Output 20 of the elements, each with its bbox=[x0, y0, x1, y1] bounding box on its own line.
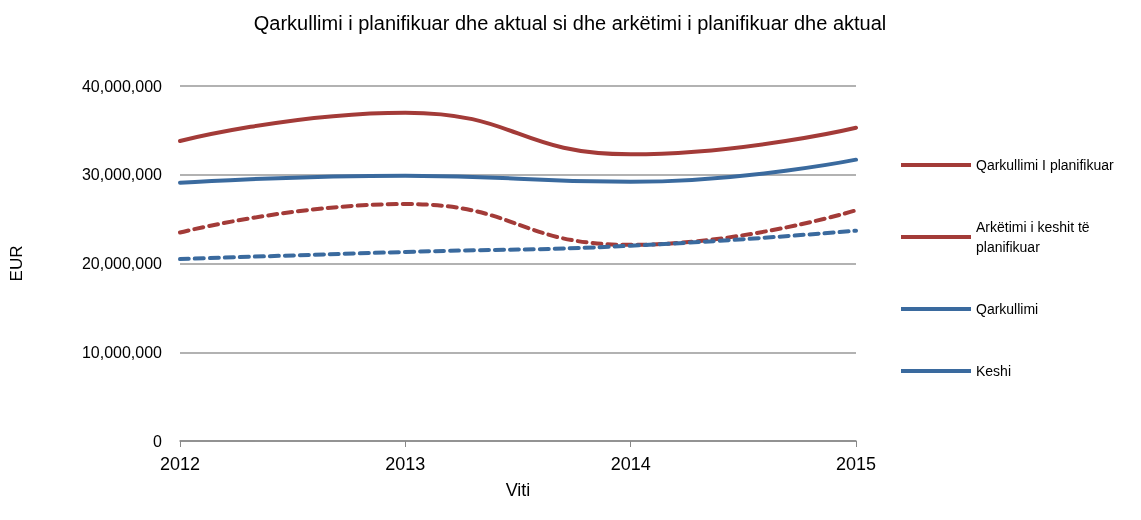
legend-label: Qarkullimi bbox=[976, 301, 1039, 317]
y-tick-label: 40,000,000 bbox=[81, 77, 163, 95]
y-tick-label: 10,000,000 bbox=[81, 343, 163, 361]
x-tick-label: 2014 bbox=[610, 454, 651, 474]
x-tick-label: 2015 bbox=[835, 454, 877, 474]
line-series bbox=[178, 110, 858, 157]
legend-label: Arkëtimi i keshit të planifikuar bbox=[976, 219, 1094, 255]
y-tick-label: 20,000,000 bbox=[81, 255, 163, 272]
x-tick-label: 2013 bbox=[385, 454, 426, 474]
x-axis-title: Viti bbox=[505, 480, 531, 500]
x-tick-label: 2012 bbox=[159, 454, 201, 474]
legend-label: Keshi bbox=[976, 363, 1012, 379]
y-tick-label: 30,000,000 bbox=[81, 166, 163, 184]
line-series bbox=[178, 202, 858, 247]
y-tick-label: 0 bbox=[153, 432, 163, 450]
line-series bbox=[178, 157, 858, 185]
y-axis-title: EUR bbox=[7, 245, 26, 282]
legend-label: Qarkullimi I planifikuar bbox=[976, 157, 1115, 173]
chart-title: Qarkullimi i planifikuar dhe aktual si dhe arkëtimi i planifikuar dhe aktual bbox=[253, 12, 887, 34]
line-series bbox=[178, 228, 858, 262]
